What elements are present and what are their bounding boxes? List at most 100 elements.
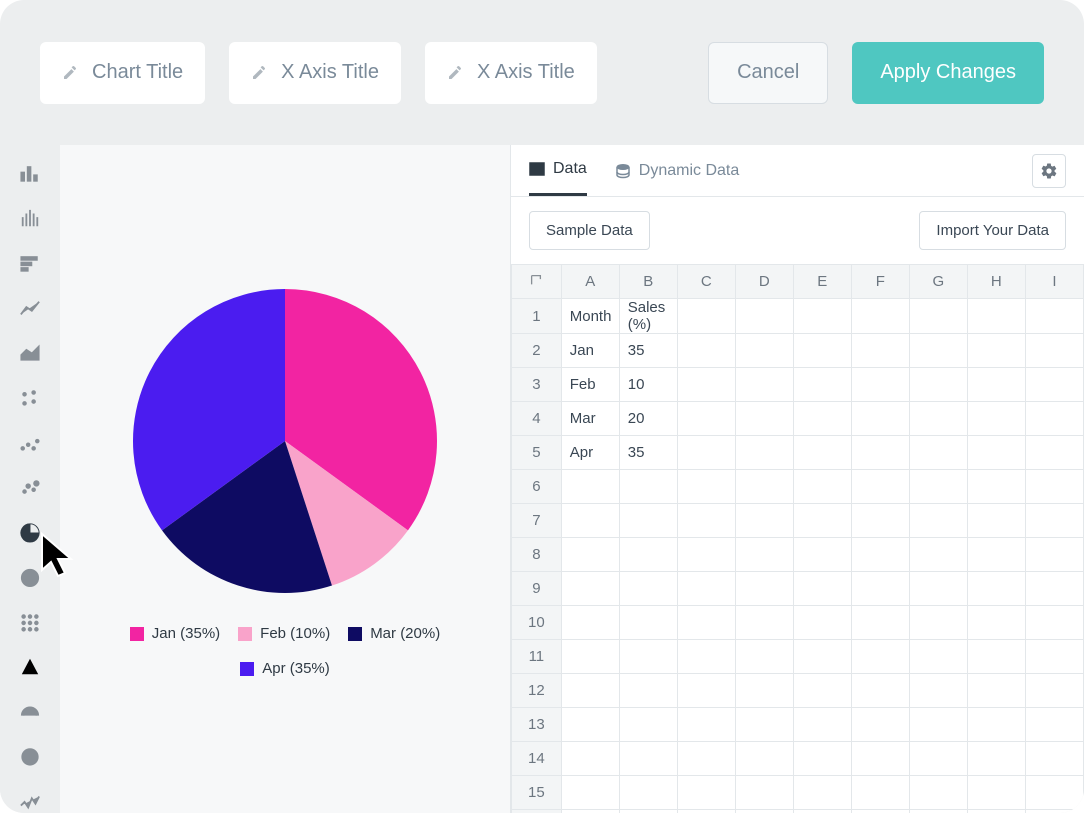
cell[interactable] [677, 606, 735, 640]
cell[interactable] [793, 708, 851, 742]
cell[interactable] [967, 572, 1025, 606]
cell[interactable] [1025, 436, 1083, 470]
cell[interactable] [677, 368, 735, 402]
pie-chart-icon[interactable] [19, 522, 41, 544]
cell[interactable] [619, 640, 677, 674]
cell[interactable] [677, 299, 735, 334]
cell[interactable]: 35 [619, 436, 677, 470]
cell[interactable] [909, 538, 967, 572]
cell[interactable] [967, 708, 1025, 742]
cell[interactable] [851, 334, 909, 368]
cell[interactable] [967, 368, 1025, 402]
cell[interactable] [793, 402, 851, 436]
cell[interactable] [619, 810, 677, 813]
cell[interactable] [967, 742, 1025, 776]
cell[interactable] [735, 368, 793, 402]
cell[interactable] [735, 708, 793, 742]
cell[interactable] [793, 640, 851, 674]
cell[interactable] [851, 674, 909, 708]
cell[interactable] [619, 776, 677, 810]
cell[interactable] [735, 402, 793, 436]
cell[interactable] [793, 436, 851, 470]
settings-button[interactable] [1032, 154, 1066, 188]
cell[interactable] [619, 674, 677, 708]
cell[interactable] [851, 504, 909, 538]
cell[interactable] [619, 742, 677, 776]
cell[interactable] [909, 368, 967, 402]
cell[interactable] [793, 538, 851, 572]
cell[interactable] [735, 640, 793, 674]
grid-icon[interactable] [19, 612, 41, 634]
column-header[interactable]: I [1025, 265, 1083, 299]
cell[interactable]: 35 [619, 334, 677, 368]
cell[interactable] [967, 810, 1025, 813]
cell[interactable] [735, 674, 793, 708]
cell[interactable] [619, 504, 677, 538]
cell[interactable] [909, 334, 967, 368]
cell[interactable] [561, 810, 619, 813]
cell[interactable] [619, 470, 677, 504]
row-header[interactable]: 1 [512, 299, 562, 334]
row-header[interactable]: 2 [512, 334, 562, 368]
apply-changes-button[interactable]: Apply Changes [852, 42, 1044, 104]
cell[interactable] [793, 572, 851, 606]
cell[interactable]: Feb [561, 368, 619, 402]
bar-chart-icon[interactable] [19, 163, 41, 185]
cell[interactable] [909, 708, 967, 742]
cell[interactable]: Mar [561, 402, 619, 436]
cell[interactable] [967, 334, 1025, 368]
cell[interactable] [851, 436, 909, 470]
cell[interactable] [1025, 572, 1083, 606]
cell[interactable]: Month [561, 299, 619, 334]
cell[interactable] [909, 674, 967, 708]
spreadsheet[interactable]: ABCDEFGHI1MonthSales (%)2Jan353Feb104Mar… [511, 264, 1084, 813]
cell[interactable] [677, 334, 735, 368]
cell[interactable] [677, 504, 735, 538]
cell[interactable] [851, 708, 909, 742]
row-header[interactable]: 15 [512, 776, 562, 810]
cell[interactable] [677, 572, 735, 606]
sheet-corner[interactable] [512, 265, 562, 299]
horizontal-bar-icon[interactable] [19, 253, 41, 275]
row-header[interactable]: 10 [512, 606, 562, 640]
cell[interactable] [1025, 708, 1083, 742]
cell[interactable] [909, 640, 967, 674]
chart-title-input[interactable]: Chart Title [40, 42, 205, 104]
column-icon[interactable] [19, 208, 41, 230]
row-header[interactable]: 11 [512, 640, 562, 674]
cell[interactable] [967, 299, 1025, 334]
x-axis-title-2-input[interactable]: X Axis Title [425, 42, 597, 104]
column-header[interactable]: G [909, 265, 967, 299]
row-header[interactable]: 7 [512, 504, 562, 538]
cell[interactable] [677, 402, 735, 436]
cell[interactable] [561, 572, 619, 606]
area-chart-icon[interactable] [19, 342, 41, 364]
row-header[interactable]: 13 [512, 708, 562, 742]
cell[interactable] [1025, 640, 1083, 674]
circle-icon[interactable] [19, 746, 41, 768]
row-header[interactable]: 14 [512, 742, 562, 776]
cell[interactable] [909, 810, 967, 813]
cell[interactable] [561, 606, 619, 640]
cell[interactable] [619, 606, 677, 640]
column-header[interactable]: D [735, 265, 793, 299]
cell[interactable] [967, 538, 1025, 572]
cell[interactable] [561, 470, 619, 504]
cell[interactable] [793, 504, 851, 538]
cell[interactable] [677, 538, 735, 572]
cell[interactable]: 20 [619, 402, 677, 436]
row-header[interactable]: 8 [512, 538, 562, 572]
cell[interactable] [561, 776, 619, 810]
cell[interactable] [851, 640, 909, 674]
cell[interactable] [677, 640, 735, 674]
cell[interactable] [909, 470, 967, 504]
cell[interactable] [793, 368, 851, 402]
cell[interactable] [909, 606, 967, 640]
cell[interactable] [619, 572, 677, 606]
cell[interactable] [1025, 674, 1083, 708]
cell[interactable] [1025, 368, 1083, 402]
cell[interactable] [561, 504, 619, 538]
cell[interactable] [851, 402, 909, 436]
column-header[interactable]: H [967, 265, 1025, 299]
cell[interactable] [735, 538, 793, 572]
